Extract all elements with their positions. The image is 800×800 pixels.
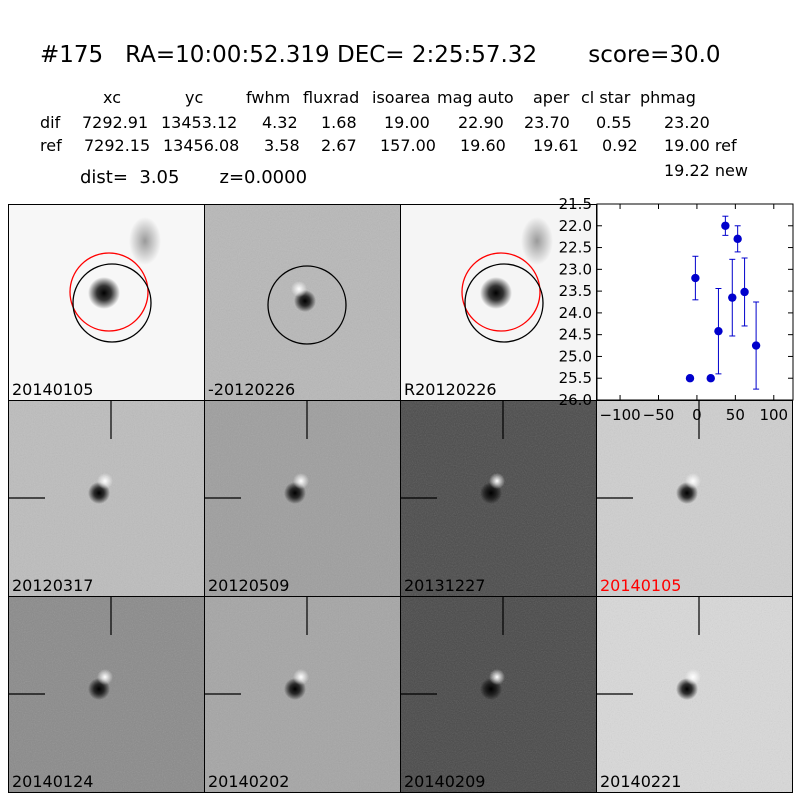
table-cell: 19.00 ref [664,136,737,155]
y-tick-label: 25.5 [559,369,592,387]
col-header: isoarea [372,88,431,107]
data-point [685,374,695,383]
y-tick-label: 22.5 [559,239,592,257]
stamp-label: 20140124 [12,772,94,791]
y-tick-label: 24.5 [559,326,592,344]
stamp-tile[interactable]: -20120226 [204,204,401,401]
y-tick-label: 21.5 [559,195,592,213]
stamp-tile[interactable]: 20140105 [596,400,793,597]
data-point [721,221,730,230]
col-header: xc [103,88,121,107]
y-tick-label: 25.0 [559,347,592,365]
science-stamp-image [9,205,204,400]
table-cell: 4.32 [262,113,298,132]
table-cell: 23.20 [664,113,710,132]
table-cell: 7292.15 [84,136,151,155]
phmag-new: 19.22 new [664,161,748,180]
y-tick-label: 22.0 [559,217,592,235]
x-tick-label: −50 [643,406,675,424]
table-cell: 157.00 [380,136,436,155]
x-tick-label: 0 [692,406,702,424]
y-tick-label: 23.0 [559,260,592,278]
stamp-tile[interactable]: 20120317 [8,400,205,597]
stamp-tile[interactable]: 20140124 [8,596,205,793]
epoch-stamp-image [9,401,204,596]
y-tick-label: 24.0 [559,304,592,322]
data-point [751,341,761,350]
row-label: ref [40,136,62,155]
detection-title: #175 RA=10:00:52.319 DEC= 2:25:57.32 sco… [40,42,721,68]
data-point [714,326,723,336]
stamp-label: 20140221 [600,772,682,791]
y-tick-label: 23.5 [559,282,592,300]
stamp-tile[interactable]: 20140221 [596,596,793,793]
table-cell: 19.00 [384,113,430,132]
data-point [706,374,715,383]
stamp-tile[interactable]: 20120509 [204,400,401,597]
epoch-stamp-image [205,401,400,596]
stamp-label: -20120226 [208,380,296,399]
epoch-stamp-image [401,401,596,596]
stamp-label: 20140209 [404,772,486,791]
data-point [728,293,737,302]
table-cell: 7292.91 [82,113,149,132]
epoch-stamp-image [597,597,792,792]
table-cell: 0.55 [596,113,632,132]
stamp-label: 20131227 [404,576,486,595]
table-cell: 19.60 [460,136,506,155]
col-header: aper [533,88,570,107]
col-header: fwhm [246,88,291,107]
col-header: fluxrad [303,88,360,107]
table-cell: 13453.12 [161,113,238,132]
data-point [691,273,700,283]
reference-stamp-image [401,205,596,400]
x-tick-label: −100 [599,406,640,424]
distance-redshift: dist= 3.05 z=0.0000 [80,167,308,188]
col-header: mag auto [437,88,514,107]
stamp-label-current: 20140105 [600,576,682,595]
stamp-tile[interactable]: 20140209 [400,596,597,793]
stamp-tile[interactable]: 20140202 [204,596,401,793]
data-point [733,234,742,244]
stamp-label: 20120317 [12,576,94,595]
chart-frame [596,203,794,401]
stamp-label: 20140105 [12,380,94,399]
light-curve-chart: 21.5 22.0 22.5 23.0 23.5 24.0 24.5 25.0 25.5 26.0… [559,195,794,424]
data-point [740,287,749,297]
col-header: yc [185,88,204,107]
stamp-label: 20120509 [208,576,290,595]
table-cell: 22.90 [458,113,504,132]
table-cell: 3.58 [264,136,300,155]
x-tick-label: 50 [726,406,745,424]
table-cell: 13456.08 [163,136,240,155]
table-cell: 19.61 [533,136,579,155]
y-tick-label: 26.0 [559,391,592,409]
table-cell: 1.68 [321,113,357,132]
col-header: cl star [581,88,631,107]
table-cell: 23.70 [524,113,570,132]
epoch-stamp-image [401,597,596,792]
stamp-label: R20120226 [404,380,497,399]
epoch-stamp-image [9,597,204,792]
stamp-tile[interactable]: 20140105 [8,204,205,401]
row-label: dif [40,113,61,132]
col-header: phmag [640,88,696,107]
stamp-label: 20140202 [208,772,290,791]
epoch-stamp-image [205,597,400,792]
table-cell: 2.67 [321,136,357,155]
epoch-stamp-image [597,401,792,596]
table-cell: 0.92 [602,136,638,155]
x-tick-label: 100 [759,406,788,424]
diff-stamp-image [205,205,400,400]
